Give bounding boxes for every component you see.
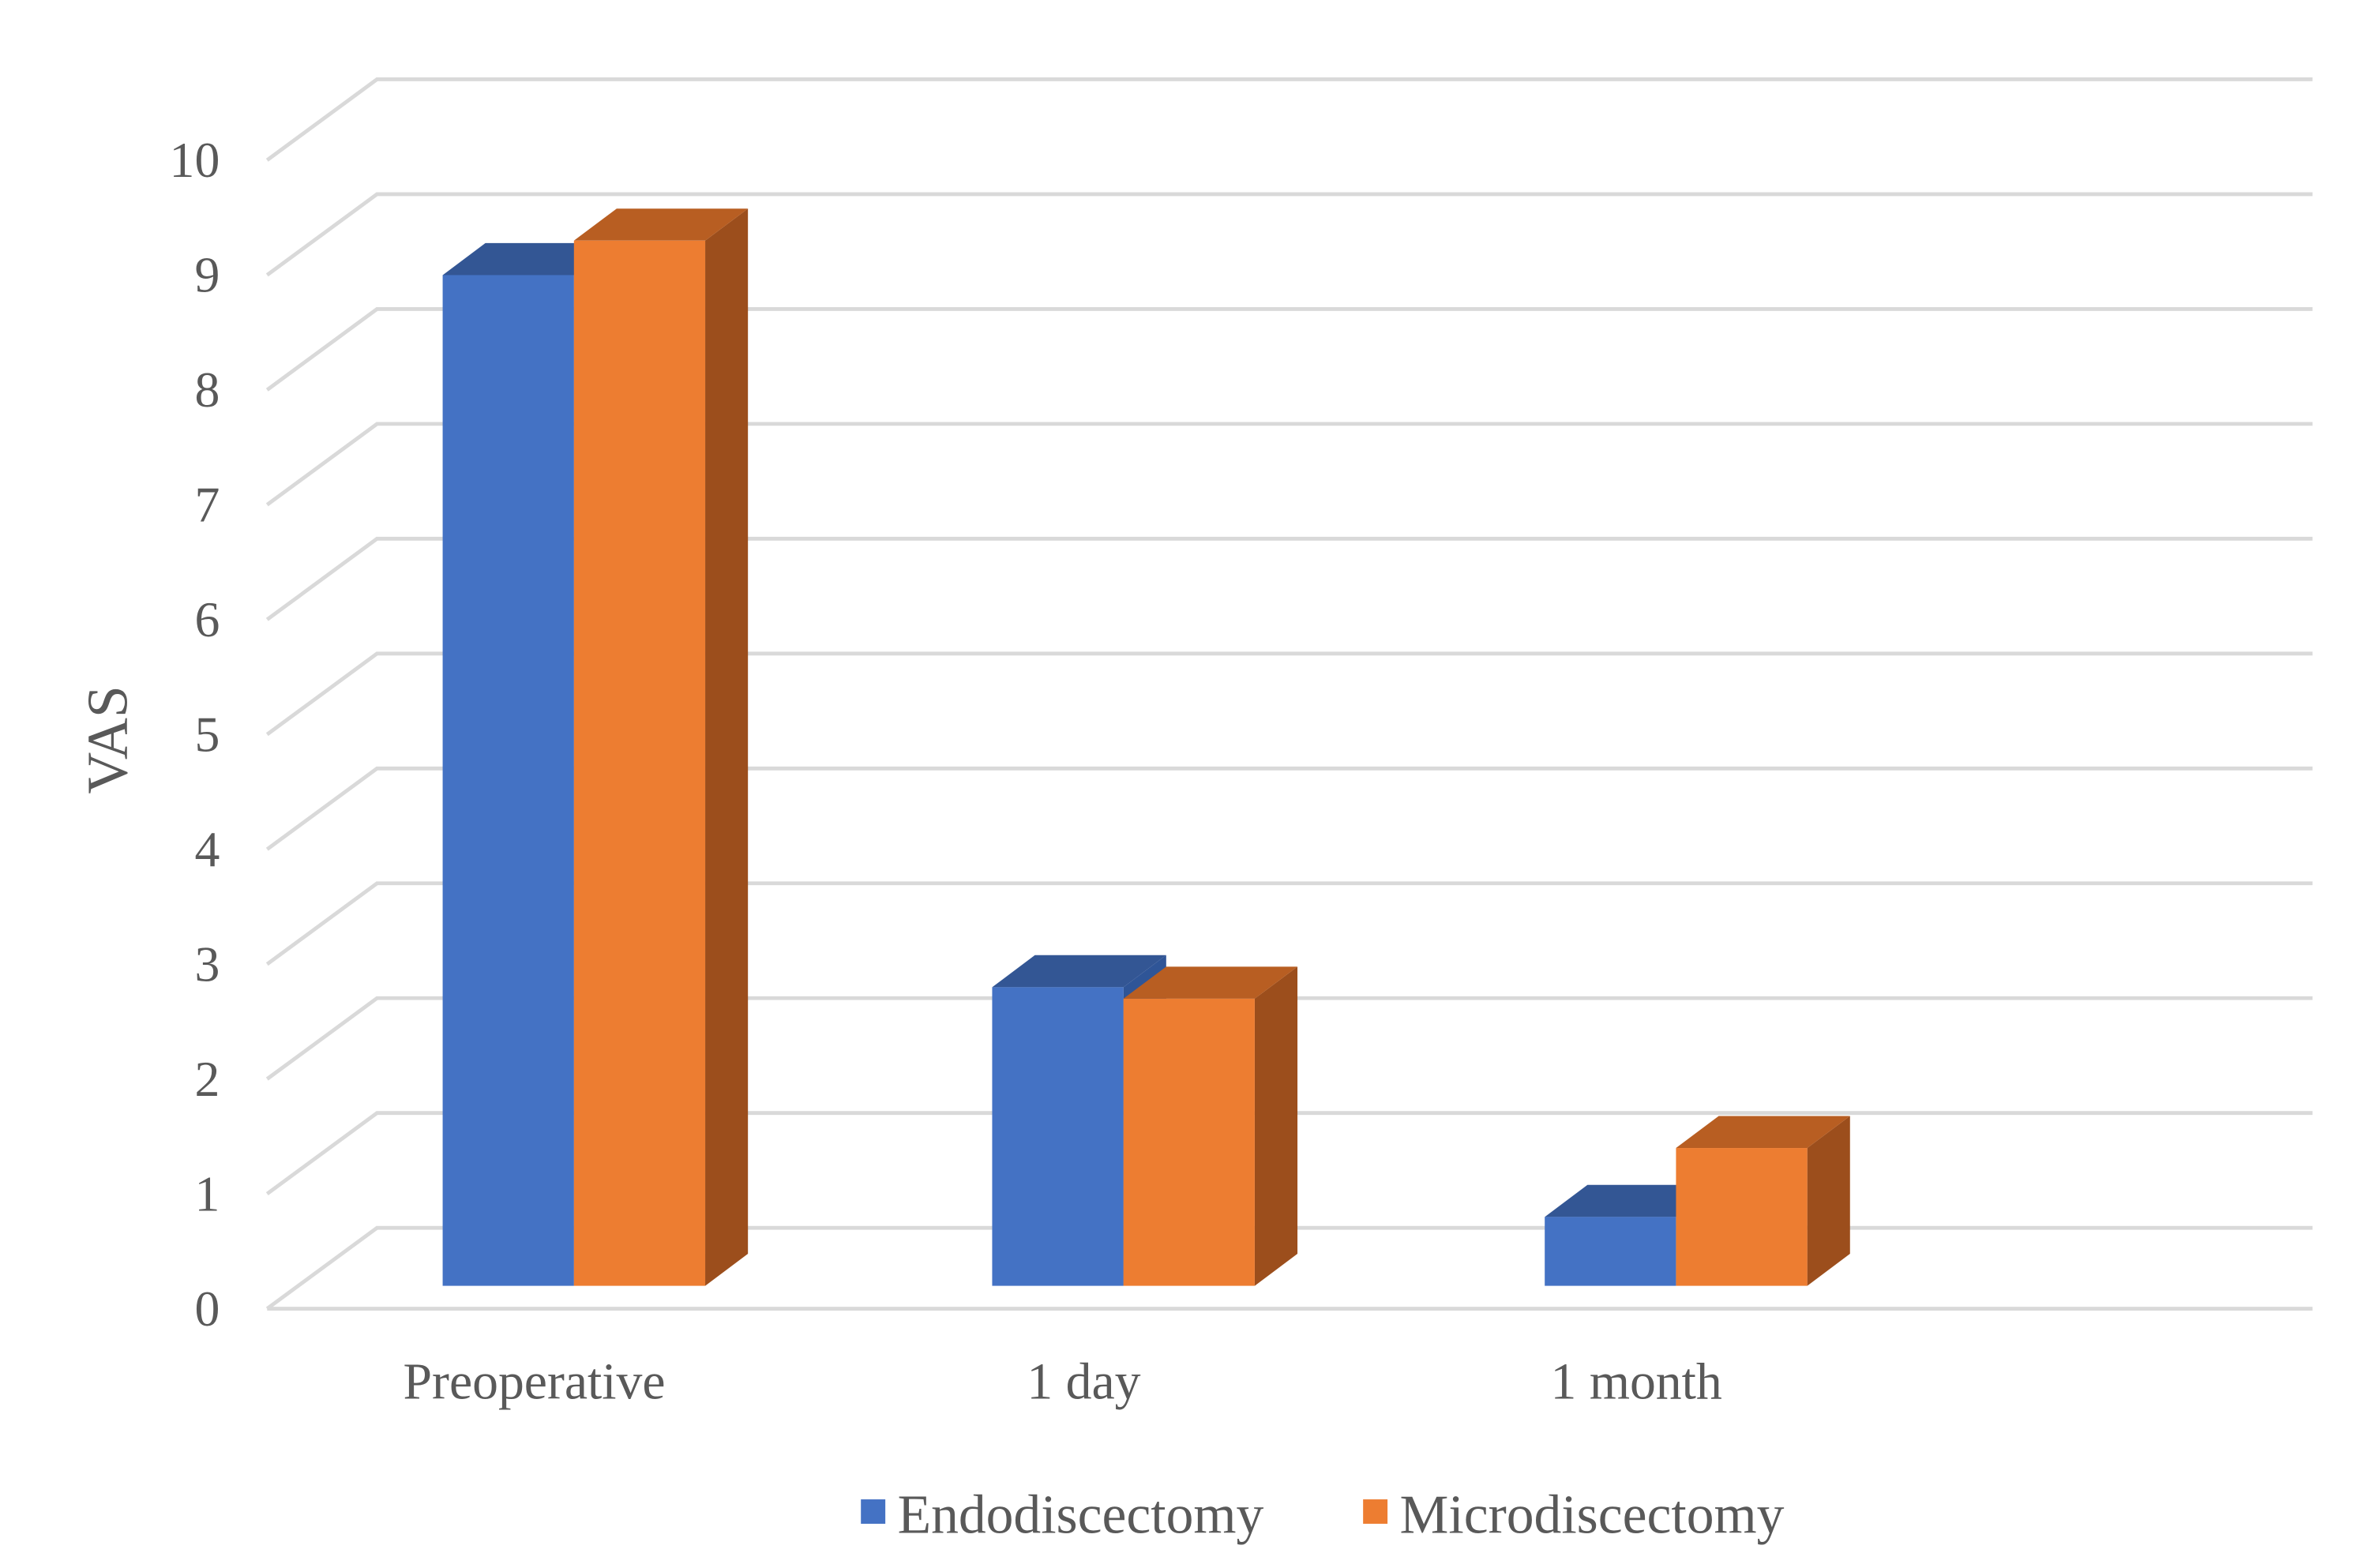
bar-microdiscectomy-1-month [1676,1116,1850,1286]
gridline [265,996,2313,1081]
bar-side [1254,966,1298,1286]
y-tick-label: 6 [194,591,220,647]
y-tick-label: 0 [194,1281,220,1337]
x-category-label: 1 month [1551,1353,1722,1411]
x-category-label: Preoperative [404,1353,666,1411]
gridline [265,422,2313,507]
y-tick-label: 9 [194,247,220,303]
legend-label-endodiscectomy: Endodiscectomy [898,1485,1264,1546]
y-tick-label: 2 [194,1051,220,1107]
gridline [265,77,2313,162]
gridline [265,766,2313,851]
bar-top [1676,1116,1850,1149]
bar-front [442,275,574,1286]
bar-microdiscectomy-preoperative [573,208,749,1286]
bar-front [1123,998,1255,1286]
y-tick-label: 3 [194,936,220,992]
gridline [265,881,2313,966]
y-tick-label: 4 [194,821,220,877]
x-category-label: 1 day [1027,1353,1140,1411]
bar-side [1807,1116,1850,1286]
gridlines [265,77,2313,1311]
x-axis-categories: Preoperative 1 day 1 month [404,1353,1722,1411]
bar-top [1123,966,1298,999]
y-tick-label: 1 [194,1165,220,1221]
bar-top [442,242,617,276]
bar-front [573,240,706,1286]
gridline [265,651,2313,737]
y-axis-label: VAS [75,685,139,793]
y-tick-label: 7 [194,477,220,533]
bars [442,208,1850,1286]
bar-side [705,208,749,1286]
y-tick-label: 5 [194,706,220,762]
legend-swatch-microdiscectomy [1363,1499,1388,1524]
y-tick-label: 8 [194,362,220,418]
legend-label-microdiscectomy: Microdiscectomy [1400,1485,1785,1546]
gridline [265,1111,2313,1196]
bar-top [992,955,1166,988]
bar-front [1676,1148,1808,1286]
gridline [265,192,2313,277]
y-tick-label: 10 [170,132,220,188]
bar-microdiscectomy-1-day [1123,966,1298,1286]
bar-front [992,987,1124,1286]
bar-top [573,208,749,241]
bar-top [1545,1184,1719,1217]
bar-front [1545,1217,1676,1286]
legend-swatch-endodiscectomy [861,1499,886,1524]
gridline [265,306,2313,392]
y-axis-ticks: 0 1 2 3 4 5 6 7 8 9 10 [170,132,220,1337]
gridline [265,536,2313,621]
legend: Endodiscectomy Microdiscectomy [861,1485,1785,1546]
